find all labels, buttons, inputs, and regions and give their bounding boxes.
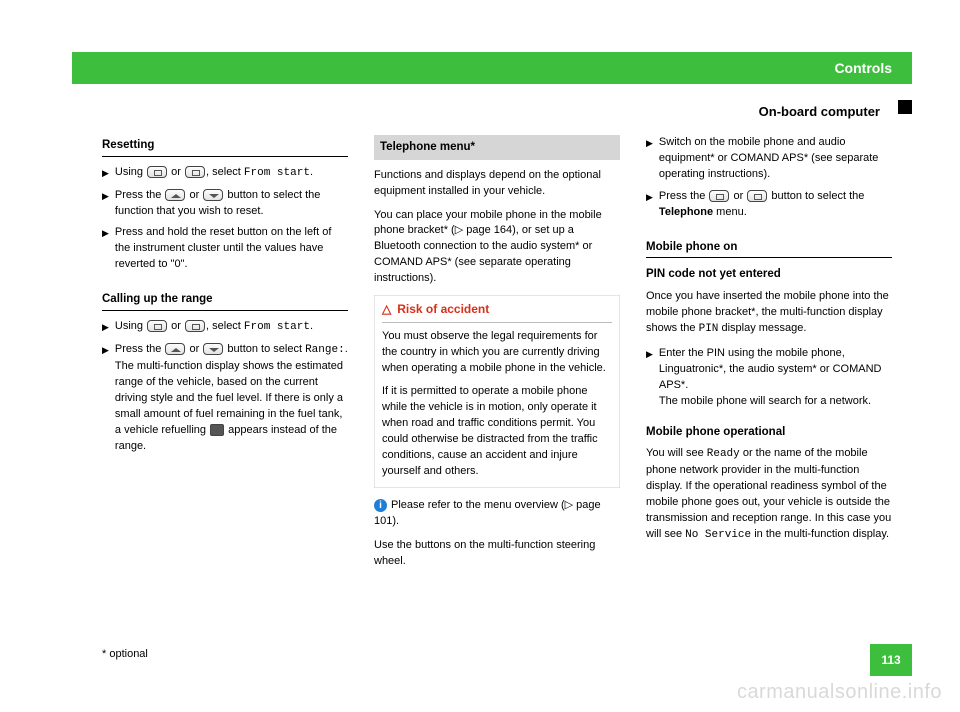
- column-3: ▶ Switch on the mobile phone and audio e…: [646, 135, 892, 578]
- list-item: ▶ Using or , select From start.: [102, 165, 348, 182]
- page-title: On-board computer: [759, 104, 880, 119]
- bullet-icon: ▶: [646, 346, 653, 410]
- subheading-operational: Mobile phone operational: [646, 424, 892, 443]
- page-number: 113: [870, 644, 912, 676]
- list-text: Press the or button to select Range:. Th…: [115, 342, 348, 455]
- warning-box: Risk of accident You must observe the le…: [374, 295, 620, 488]
- bullet-icon: ▶: [102, 165, 109, 182]
- down-button-icon: [203, 189, 223, 201]
- list-text: Press the or button to select the Teleph…: [659, 189, 892, 221]
- list-text: Enter the PIN using the mobile phone, Li…: [659, 346, 892, 410]
- list-text: Using or , select From start.: [115, 319, 313, 336]
- info-note: iPlease refer to the menu overview (▷ pa…: [374, 498, 620, 530]
- heading-range: Calling up the range: [102, 291, 348, 311]
- up-button-icon: [165, 189, 185, 201]
- paragraph: Use the buttons on the multi-function st…: [374, 538, 620, 570]
- left-button-icon: [709, 190, 729, 202]
- warning-title: Risk of accident: [382, 301, 612, 322]
- up-button-icon: [165, 343, 185, 355]
- bullet-icon: ▶: [102, 225, 109, 273]
- page-marker: [898, 100, 912, 114]
- info-icon: i: [374, 499, 387, 512]
- footnote: * optional: [102, 648, 148, 660]
- list-item: ▶ Switch on the mobile phone and audio e…: [646, 135, 892, 183]
- right-button-icon: [185, 320, 205, 332]
- down-button-icon: [203, 343, 223, 355]
- heading-telephone: Telephone menu*: [374, 135, 620, 160]
- paragraph: Functions and displays depend on the opt…: [374, 168, 620, 200]
- bullet-icon: ▶: [102, 188, 109, 220]
- list-item: ▶ Press the or button to select the func…: [102, 188, 348, 220]
- column-2: Telephone menu* Functions and displays d…: [374, 135, 620, 578]
- list-text: Switch on the mobile phone and audio equ…: [659, 135, 892, 183]
- right-button-icon: [185, 166, 205, 178]
- left-button-icon: [147, 166, 167, 178]
- list-item: ▶ Enter the PIN using the mobile phone, …: [646, 346, 892, 410]
- paragraph: You can place your mobile phone in the m…: [374, 208, 620, 288]
- list-item: ▶ Press and hold the reset button on the…: [102, 225, 348, 273]
- right-button-icon: [747, 190, 767, 202]
- list-text: Press the or button to select the functi…: [115, 188, 348, 220]
- bullet-icon: ▶: [646, 135, 653, 183]
- list-text: Press and hold the reset button on the l…: [115, 225, 348, 273]
- list-item: ▶ Press the or button to select the Tele…: [646, 189, 892, 221]
- heading-resetting: Resetting: [102, 137, 348, 157]
- bullet-icon: ▶: [102, 319, 109, 336]
- watermark: carmanualsonline.info: [737, 681, 942, 704]
- list-text: Using or , select From start.: [115, 165, 313, 182]
- left-button-icon: [147, 320, 167, 332]
- list-item: ▶ Using or , select From start.: [102, 319, 348, 336]
- section-tab: Controls: [72, 52, 912, 84]
- heading-mobile-on: Mobile phone on: [646, 239, 892, 259]
- list-item: ▶ Press the or button to select Range:. …: [102, 342, 348, 455]
- paragraph: You will see Ready or the name of the mo…: [646, 446, 892, 544]
- subheading-pin: PIN code not yet entered: [646, 266, 892, 285]
- warning-text: If it is permitted to operate a mobile p…: [382, 384, 612, 480]
- paragraph: Once you have inserted the mobile phone …: [646, 289, 892, 338]
- bullet-icon: ▶: [102, 342, 109, 455]
- column-1: Resetting ▶ Using or , select From start…: [102, 135, 348, 578]
- bullet-icon: ▶: [646, 189, 653, 221]
- warning-text: You must observe the legal requirements …: [382, 329, 612, 377]
- fuel-icon: [210, 424, 224, 436]
- content-columns: Resetting ▶ Using or , select From start…: [102, 135, 892, 578]
